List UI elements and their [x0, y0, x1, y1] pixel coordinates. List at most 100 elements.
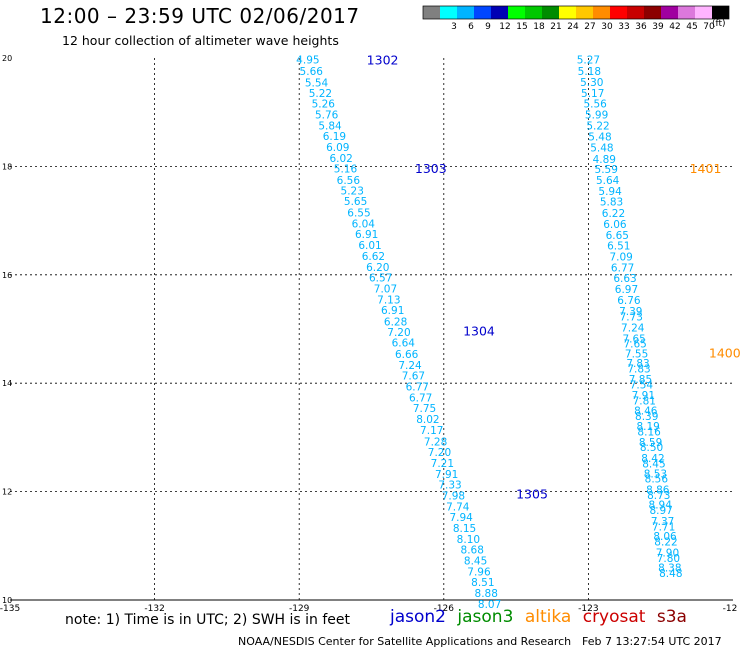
color-scale-swatch [627, 6, 644, 19]
swh-data-point: 8.07 [478, 599, 501, 611]
swh-data-point: 7.21 [431, 458, 454, 470]
color-scale-swatch [712, 6, 729, 19]
swh-data-point: 8.68 [461, 545, 484, 557]
color-scale-label: 33 [618, 22, 629, 32]
swh-data-point: 8.19 [636, 421, 659, 433]
swh-data-point: 7.33 [438, 480, 461, 492]
swh-data-point: 7.07 [374, 283, 397, 295]
swh-data-point: 8.97 [649, 505, 672, 517]
track-pass-label: 1401 [690, 161, 722, 176]
swh-data-point: 8.48 [659, 568, 682, 580]
color-scale-label: 3 [451, 22, 457, 32]
swh-data-point: 7.17 [420, 425, 443, 437]
satellite-legend-altika: altika [524, 607, 572, 627]
swh-data-point: 7.81 [633, 396, 656, 408]
color-scale-label: 36 [635, 22, 647, 32]
swh-data-point: 7.39 [619, 306, 642, 318]
swh-data-point: 5.56 [583, 99, 607, 111]
color-scale-swatch [695, 6, 712, 19]
swh-data-point: 7.55 [625, 348, 648, 360]
swh-data-point: 7.96 [467, 566, 491, 578]
swh-data-point: 6.97 [615, 284, 638, 296]
swh-data-point: 8.59 [639, 437, 662, 449]
color-scale-swatch [457, 6, 474, 19]
swh-data-point: 8.45 [642, 459, 665, 471]
swh-data-point: 5.48 [590, 143, 613, 155]
swh-data-point: 7.73 [620, 312, 643, 324]
swh-data-point: 6.77 [409, 392, 432, 404]
swh-data-point: 6.57 [369, 273, 392, 285]
color-scale-label: 21 [550, 22, 561, 32]
swh-data-point: 6.91 [381, 305, 404, 317]
swh-data-point: 7.90 [656, 547, 679, 559]
swh-data-point: 5.94 [598, 186, 622, 198]
satellite-legend-jason2: jason2 [390, 607, 446, 627]
color-scale-swatch [525, 6, 542, 19]
swh-data-point: 8.02 [416, 414, 439, 426]
swh-data-point: 5.27 [577, 55, 600, 67]
swh-data-point: 5.84 [318, 120, 342, 132]
color-scale-label: 24 [567, 22, 579, 32]
swh-data-point: 6.66 [395, 349, 419, 361]
color-scale-swatch [542, 6, 559, 19]
swh-data-point: 6.56 [337, 175, 361, 187]
swh-data-point: 8.46 [634, 405, 658, 417]
color-scale-swatch [661, 6, 678, 19]
color-scale-label: 70 [703, 22, 715, 32]
color-scale-units: (ft) [712, 19, 726, 29]
color-scale-label: 18 [533, 22, 545, 32]
swh-data-point: 8.22 [654, 537, 677, 549]
swh-data-point: 6.51 [607, 241, 630, 253]
swh-data-point: 8.86 [646, 485, 670, 497]
swh-data-point: 7.75 [413, 403, 436, 415]
swh-data-point: 6.20 [366, 262, 389, 274]
satellite-legend-s3a: s3a [656, 607, 687, 627]
swh-data-point: 5.23 [341, 185, 364, 197]
swh-data-point: 5.48 [588, 132, 611, 144]
swh-data-point: 6.02 [329, 153, 352, 165]
swh-data-point: 7.20 [428, 447, 451, 459]
credit-timestamp: Feb 7 13:27:54 UTC 2017 [582, 635, 722, 648]
track-pass-label: 1400 [709, 345, 740, 360]
swh-data-point: 7.09 [609, 251, 632, 263]
x-tick-label: -12 [723, 604, 738, 614]
track-pass-label: 1305 [516, 486, 548, 501]
color-scale-label: 6 [468, 22, 474, 32]
swh-data-point: 5.16 [334, 164, 358, 176]
swh-data-point: 6.91 [355, 229, 378, 241]
color-scale-swatch [508, 6, 525, 19]
swh-data-point: 5.26 [312, 99, 336, 111]
color-scale-label: 42 [669, 22, 680, 32]
swh-data-point: 8.15 [453, 523, 476, 535]
swh-data-point: 6.76 [617, 295, 641, 307]
swh-data-point: 5.64 [596, 175, 620, 187]
color-scale-swatch [610, 6, 627, 19]
swh-data-point: 7.24 [398, 360, 422, 372]
y-tick-label: 20 [2, 54, 12, 63]
swh-data-point: 8.38 [658, 563, 681, 575]
track-pass-label: 1304 [463, 324, 495, 339]
swh-data-point: 6.04 [352, 218, 376, 230]
swh-data-point: 6.65 [606, 230, 629, 242]
swh-data-point: 8.73 [647, 490, 670, 502]
color-scale-swatch [491, 6, 508, 19]
swh-data-point: 7.91 [435, 469, 458, 481]
x-tick-label: -129 [289, 604, 310, 614]
swh-data-point: 5.30 [580, 77, 603, 89]
swh-data-point: 7.71 [652, 521, 675, 533]
x-tick-label: -132 [144, 604, 164, 614]
swh-data-point: 4.89 [593, 154, 616, 166]
swh-data-point: 8.88 [475, 588, 498, 600]
swh-data-point: 8.50 [640, 442, 663, 454]
swh-data-point: 8.16 [637, 427, 661, 439]
y-tick-label: 12 [2, 488, 12, 497]
swh-data-point: 8.06 [653, 531, 677, 543]
color-scale-label: 27 [584, 22, 595, 32]
color-scale-swatch [559, 6, 576, 19]
swh-data-point: 5.83 [600, 197, 623, 209]
swh-data-point: 8.53 [644, 468, 667, 480]
color-scale-label: 12 [499, 22, 510, 32]
swh-data-point: 7.83 [627, 364, 650, 376]
swh-data-point: 7.85 [629, 374, 652, 386]
satellite-legend-jason3: jason3 [457, 607, 514, 627]
